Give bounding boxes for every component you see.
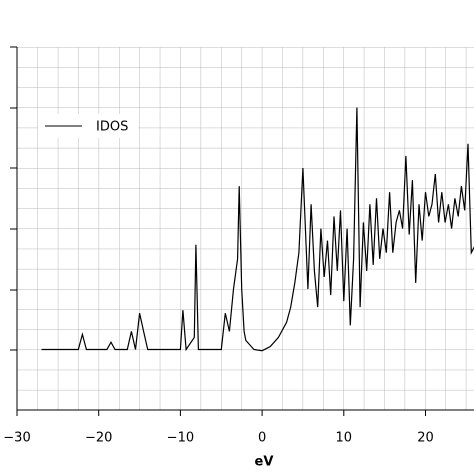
legend-label: IDOS — [96, 120, 128, 135]
x-tick-label: −30 — [3, 431, 30, 446]
x-tick-label: 10 — [336, 431, 353, 446]
y-axis-ticks — [10, 46, 17, 351]
grid — [17, 47, 474, 410]
x-tick-label: 0 — [258, 431, 266, 446]
data-line — [41, 107, 474, 352]
x-tick-label: −20 — [85, 431, 112, 446]
x-tick-label: −10 — [167, 431, 194, 446]
x-tick-label: 20 — [417, 431, 434, 446]
x-axis-label: eV — [255, 455, 274, 470]
